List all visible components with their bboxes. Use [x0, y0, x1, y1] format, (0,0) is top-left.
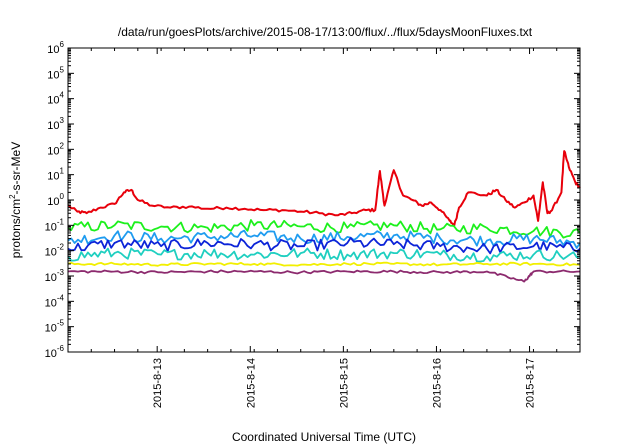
y-tick-label: 103 — [47, 116, 64, 132]
series-line-7 — [67, 269, 581, 283]
x-tick-label: 2015-8-13 — [152, 358, 164, 408]
y-axis-title-exponent: 2 — [8, 194, 17, 199]
series-line-6 — [67, 261, 581, 267]
x-tick-label: 2015-8-15 — [338, 358, 350, 408]
series-layer — [67, 150, 581, 283]
y-tick-label: 100 — [47, 192, 64, 208]
y-axis-title-unit: protons/cm — [9, 199, 23, 258]
y-tick-label: 10-5 — [45, 319, 65, 335]
y-axis-title: protons/cm2-s-sr-MeV — [8, 142, 23, 258]
series-line-1 — [67, 150, 581, 227]
y-tick-label: 102 — [47, 141, 64, 157]
y-tick-label: 10-6 — [45, 344, 65, 360]
y-tick-label: 106 — [47, 40, 64, 56]
y-axis-title-rest: -s-sr-MeV — [9, 142, 23, 195]
series-line-5 — [67, 247, 581, 263]
x-tick-label: 2015-8-17 — [525, 358, 537, 408]
series-line-3 — [67, 229, 581, 249]
x-tick-label: 2015-8-14 — [245, 358, 257, 408]
y-tick-label: 101 — [47, 167, 64, 183]
y-axis: 106 105 104 103 102 101 100 10-1 10-2 10-3 10-4 10-… — [45, 40, 580, 360]
y-tick-label: 10-2 — [45, 243, 65, 259]
chart-title: /data/run/goesPlots/archive/2015-08-17/1… — [118, 25, 533, 39]
y-tick-label: 104 — [47, 91, 64, 107]
y-tick-label: 105 — [47, 65, 64, 81]
y-tick-label: 10-4 — [45, 293, 65, 309]
x-axis-title: Coordinated Universal Time (UTC) — [232, 430, 416, 444]
series-line-2 — [67, 219, 581, 239]
plot-frame — [67, 47, 581, 353]
y-tick-label: 10-3 — [45, 268, 65, 284]
y-tick-label: 10-1 — [45, 217, 65, 233]
series-line-4 — [67, 236, 581, 255]
x-axis: 2015-8-13 2015-8-14 2015-8-15 2015-8-16 2015… — [67, 48, 581, 408]
x-tick-label: 2015-8-16 — [432, 358, 444, 408]
